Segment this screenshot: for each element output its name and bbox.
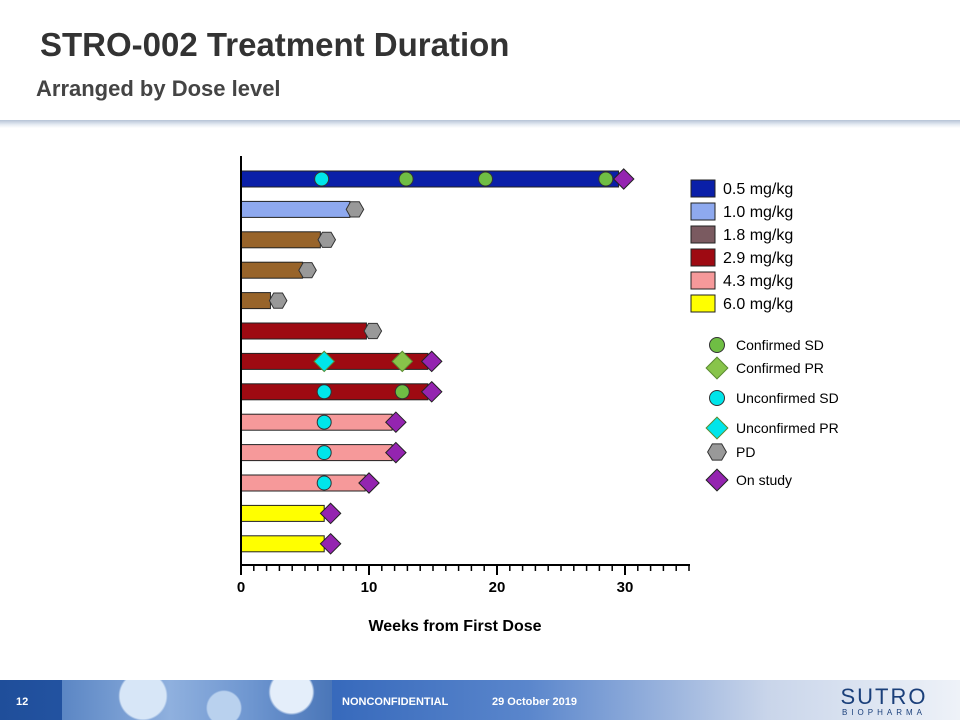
logo-tagline: BIOPHARMA <box>841 708 926 717</box>
x-axis-label: Weeks from First Dose <box>368 618 541 635</box>
marker-legend-label: Unconfirmed SD <box>736 390 839 406</box>
marker-legend-label: PD <box>736 444 755 460</box>
response-marker <box>316 475 332 491</box>
patient-bar <box>240 444 393 462</box>
response-marker <box>316 445 332 461</box>
response-marker <box>385 441 407 464</box>
marker-legend-symbol <box>709 390 725 406</box>
patient-bar <box>240 261 303 279</box>
page-number: 12 <box>16 696 29 708</box>
response-marker <box>298 262 317 279</box>
patient-bar <box>240 231 321 249</box>
molecule-banner-image <box>62 680 332 720</box>
response-marker <box>398 171 414 187</box>
response-marker <box>319 532 342 555</box>
response-marker <box>598 171 614 187</box>
dose-legend-label: 4.3 mg/kg <box>723 273 793 290</box>
marker-legend-label: Confirmed PR <box>736 360 824 376</box>
dose-legend-swatch <box>690 294 716 313</box>
marker-legend-symbol <box>709 337 725 353</box>
response-marker <box>313 350 336 373</box>
response-marker <box>314 171 330 187</box>
response-marker <box>612 168 635 190</box>
x-tick-label: 0 <box>237 579 245 596</box>
response-marker <box>477 171 493 187</box>
response-marker <box>363 322 383 340</box>
dose-legend-label: 1.0 mg/kg <box>723 204 793 221</box>
dose-legend-label: 1.8 mg/kg <box>723 227 793 244</box>
patient-bar <box>240 504 325 522</box>
footer-bar: 12 NONCONFIDENTIAL 29 October 2019 SUTRO… <box>0 680 960 720</box>
patient-bar <box>240 322 367 340</box>
dose-legend-swatch <box>690 225 716 244</box>
marker-legend-symbol <box>705 468 729 492</box>
confidentiality-label: NONCONFIDENTIAL <box>342 696 449 708</box>
patient-bar <box>240 535 325 553</box>
marker-legend-symbol <box>707 443 727 461</box>
response-marker <box>391 350 414 373</box>
dose-legend-swatch <box>690 202 716 221</box>
response-marker <box>316 384 332 400</box>
response-marker <box>420 350 443 373</box>
patient-bar <box>240 292 271 310</box>
response-marker <box>345 201 365 218</box>
marker-legend-symbol <box>705 356 729 380</box>
dose-legend-label: 2.9 mg/kg <box>723 250 793 267</box>
marker-legend-label: On study <box>736 472 792 488</box>
dose-legend-label: 6.0 mg/kg <box>723 296 793 313</box>
page-subtitle: Arranged by Dose level <box>36 76 281 101</box>
response-marker <box>358 472 380 494</box>
response-marker <box>420 380 443 403</box>
response-marker <box>319 502 342 525</box>
response-marker <box>317 231 337 248</box>
page-title: STRO-002 Treatment Duration <box>40 26 510 63</box>
patient-bar <box>240 200 351 218</box>
dose-legend-label: 0.5 mg/kg <box>723 181 793 198</box>
patient-bar <box>240 413 393 431</box>
response-marker <box>316 414 332 430</box>
response-marker <box>385 411 407 434</box>
footer-date: 29 October 2019 <box>492 696 577 708</box>
marker-legend-label: Confirmed SD <box>736 337 824 353</box>
patient-bar <box>240 170 620 188</box>
response-marker <box>268 292 288 309</box>
dose-legend-swatch <box>690 179 716 198</box>
marker-legend-symbol <box>705 416 729 440</box>
marker-legend-label: Unconfirmed PR <box>736 420 839 436</box>
dose-legend-swatch <box>690 248 716 267</box>
treatment-duration-chart: 0 10 20 30 Weeks from First Dose 0.5 mg/kg 1.… <box>237 156 839 635</box>
header-divider <box>0 120 960 128</box>
sutro-logo: SUTRO BIOPHARMA <box>828 686 940 718</box>
x-tick-label: 20 <box>489 579 506 596</box>
dose-legend-swatch <box>690 271 716 290</box>
patient-bar <box>240 474 366 492</box>
response-marker <box>394 384 410 400</box>
x-tick-label: 30 <box>617 579 634 596</box>
logo-wordmark: SUTRO <box>840 684 928 709</box>
x-tick-label: 10 <box>361 579 378 596</box>
